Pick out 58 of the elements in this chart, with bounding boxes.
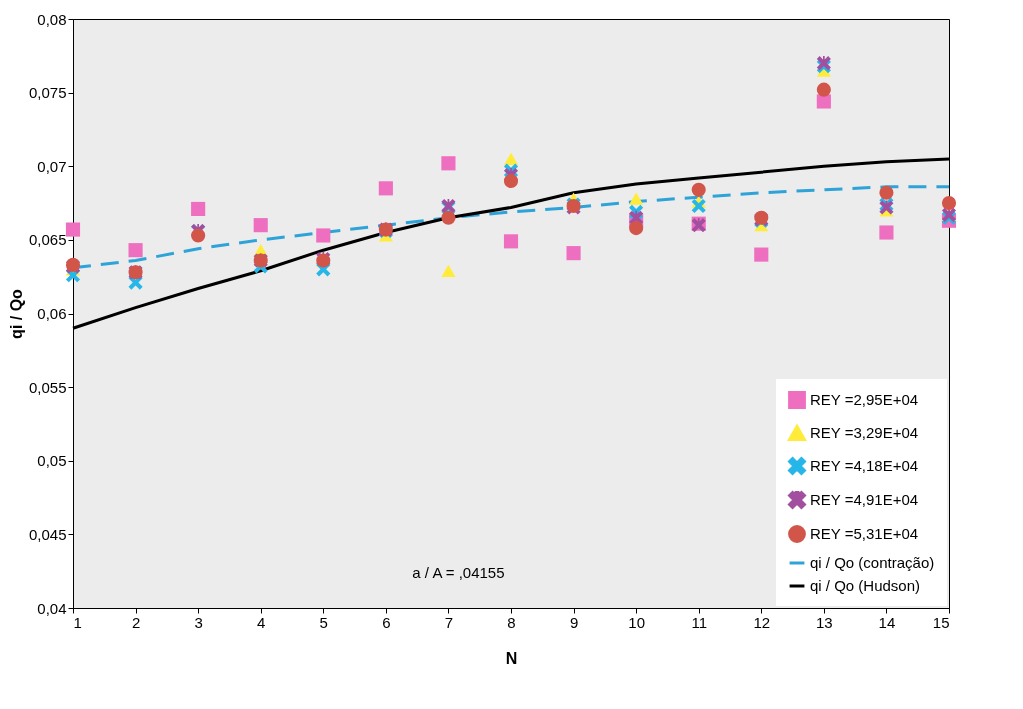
point (566, 246, 581, 261)
point (503, 173, 519, 189)
point (691, 182, 706, 197)
y-tick-label: 0,04 (37, 599, 67, 617)
point (879, 225, 894, 240)
x-tick-label: 7 (444, 613, 454, 631)
x-tick-label: 15 (932, 613, 950, 631)
point (691, 198, 706, 214)
annotation: a / A = ,04155 (412, 563, 505, 581)
point (503, 234, 519, 249)
y-tick-label: 0,055 (28, 378, 67, 396)
legend-label: REY =3,29E+04 (810, 424, 919, 441)
legend-label: REY =5,31E+04 (810, 525, 919, 542)
y-tick-label: 0,065 (28, 231, 67, 249)
legend-label: REY =4,18E+04 (810, 457, 919, 474)
legend-label: qi / Qo (Hudson) (810, 577, 921, 594)
point (754, 247, 769, 262)
legend-label: REY =2,95E+04 (810, 391, 919, 408)
point (941, 196, 957, 211)
x-tick-label: 11 (691, 613, 707, 631)
y-axis-title: qi / Qo (7, 288, 25, 339)
x-tick-label: 9 (569, 613, 579, 631)
point (441, 156, 456, 171)
x-tick-label: 4 (257, 613, 266, 631)
point (441, 264, 456, 277)
point (191, 201, 206, 217)
point (253, 218, 268, 233)
y-tick-label: 0,075 (28, 84, 67, 102)
point (191, 228, 206, 243)
point (816, 94, 831, 109)
point (629, 221, 644, 236)
x-tick-label: 12 (753, 613, 771, 631)
x-tick-label: 8 (507, 613, 516, 631)
x-tick-label: 1 (73, 613, 82, 631)
x-tick-label: 2 (131, 613, 141, 631)
x-tick-label: 14 (878, 613, 896, 631)
y-tick-label: 0,05 (37, 452, 67, 470)
x-tick-label: 10 (628, 613, 645, 631)
point (378, 181, 393, 196)
x-axis-title: N (505, 649, 518, 667)
point (816, 82, 831, 97)
point (629, 192, 644, 205)
point (879, 185, 894, 200)
y-tick-label: 0,07 (37, 157, 67, 175)
legend-label: qi / Qo (contração) (810, 554, 935, 571)
point (441, 210, 456, 225)
x-tick-label: 13 (816, 613, 833, 631)
point (65, 222, 81, 237)
y-tick-label: 0,06 (37, 305, 67, 322)
x-tick-label: 5 (319, 613, 328, 631)
x-tick-label: 3 (194, 613, 203, 631)
point (503, 152, 519, 166)
point (316, 228, 331, 243)
point (128, 243, 143, 258)
y-tick-label: 0,08 (37, 10, 67, 28)
y-tick-label: 0,045 (28, 525, 67, 543)
legend-label: REY =4,91E+04 (810, 491, 919, 508)
x-tick-label: 6 (382, 613, 391, 631)
